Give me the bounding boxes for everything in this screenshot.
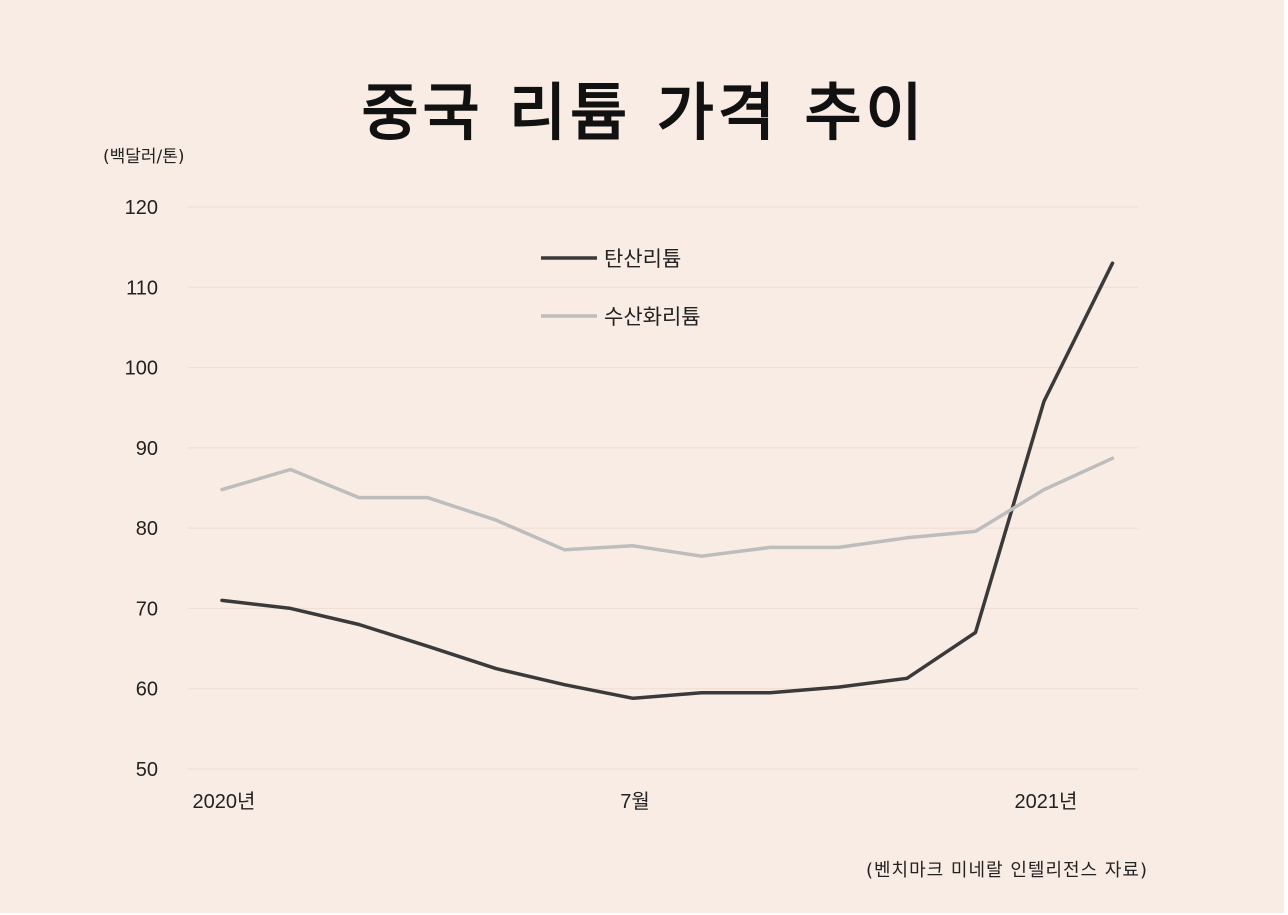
y-tick-label-70: 70 [136, 598, 158, 620]
chart-title: 중국 리튬 가격 추이 [361, 76, 927, 149]
y-tick-label-80: 80 [136, 518, 158, 540]
y-tick-label-120: 120 [125, 197, 158, 219]
y-tick-label-90: 90 [136, 438, 158, 460]
x-tick-label-0: 2020년 [193, 790, 256, 813]
x-tick-label-12: 2021년 [1015, 790, 1078, 813]
gridlines [188, 206, 1138, 770]
x-tick-label-6: 7월 [620, 790, 650, 813]
legend-label-2: 수산화리튬 [604, 305, 701, 329]
x-axis-ticks: 2020년 7월 2021년 [193, 790, 1078, 813]
series-line-2 [220, 456, 1115, 558]
series-line-1 [220, 261, 1115, 701]
source-note: (벤치마크 미네랄 인텔리전스 자료) [865, 860, 1148, 881]
y-tick-label-100: 100 [125, 358, 158, 380]
y-axis-ticks: 120 110 100 90 80 70 60 50 [125, 197, 158, 781]
y-axis-unit-label: (백달러/톤) [103, 147, 185, 167]
y-tick-label-110: 110 [126, 277, 158, 299]
series-lines [220, 261, 1115, 701]
legend-label-1: 탄산리튬 [604, 247, 681, 271]
y-tick-label-60: 60 [136, 679, 158, 701]
y-tick-label-50: 50 [136, 759, 158, 781]
